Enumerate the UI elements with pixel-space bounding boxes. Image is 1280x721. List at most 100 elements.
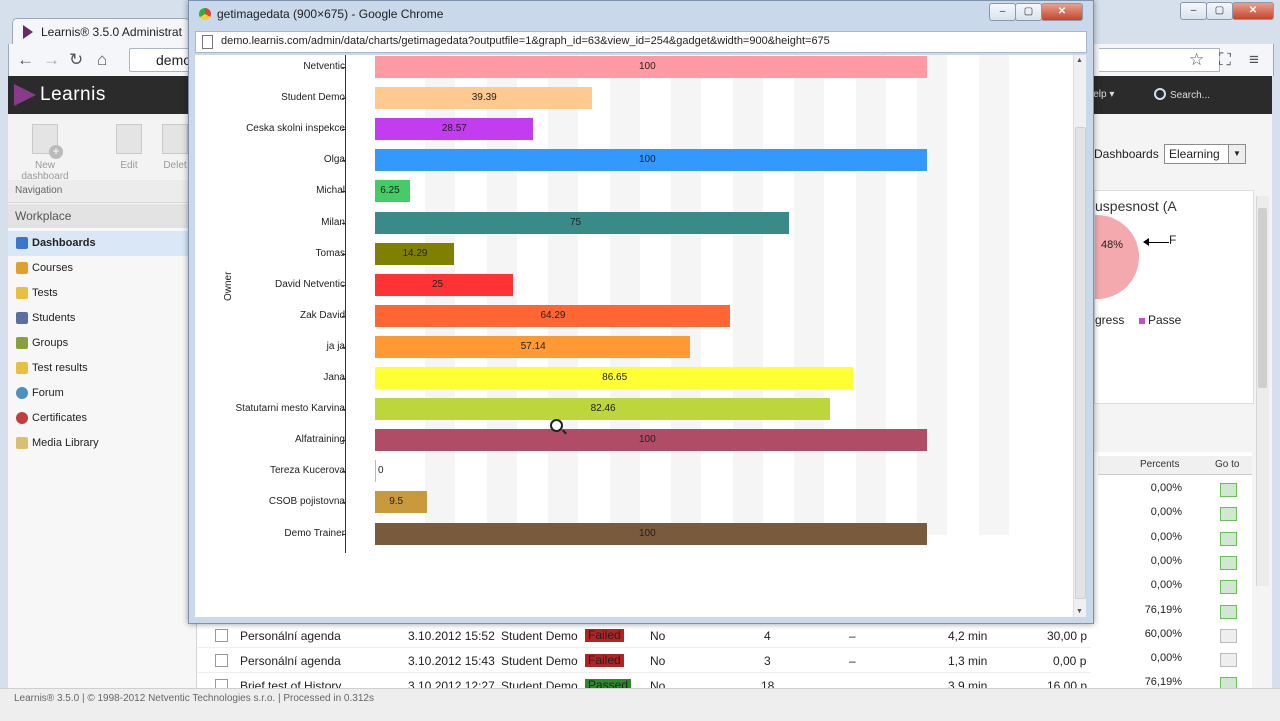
vertical-scrollbar[interactable] <box>1256 196 1269 586</box>
browser-tab[interactable]: Learnis® 3.5.0 Administrat <box>12 18 190 45</box>
maximize-icon[interactable]: ▢ <box>1206 2 1233 20</box>
y-tick <box>342 409 346 411</box>
goto-icon[interactable] <box>1220 483 1237 497</box>
sidebar-item-tests[interactable]: Tests <box>8 281 196 306</box>
bar[interactable] <box>375 180 410 203</box>
goto-icon[interactable] <box>1220 628 1237 643</box>
zoom-cursor-icon <box>550 419 563 432</box>
sidebar-item-groups[interactable]: Groups <box>8 331 196 356</box>
sidebar-item-forum[interactable]: Forum <box>8 381 196 406</box>
bar[interactable] <box>375 398 831 421</box>
table-row[interactable]: Personální agenda 3.10.2012 15:43 Studen… <box>197 647 1091 672</box>
pie-title: uspesnost (A <box>1095 198 1177 214</box>
close-icon[interactable]: ✕ <box>1041 3 1083 21</box>
delete-button[interactable]: Delet <box>140 124 210 171</box>
sidebar-item-students[interactable]: Students <box>8 306 196 331</box>
goto-icon[interactable] <box>1220 580 1237 595</box>
y-tick <box>342 378 346 379</box>
bar[interactable] <box>375 273 513 296</box>
goto-icon[interactable] <box>1220 555 1237 570</box>
bar[interactable] <box>375 56 927 78</box>
bar[interactable] <box>375 149 927 172</box>
percent-cell: 0,00% <box>1150 530 1182 543</box>
table-row[interactable]: Personální agenda 3.10.2012 15:52 Studen… <box>197 622 1091 647</box>
bar[interactable] <box>375 118 533 141</box>
minimize-icon[interactable]: – <box>1180 2 1207 20</box>
popup-address-bar[interactable]: demo.learnis.com/admin/data/charts/getim… <box>195 31 1087 53</box>
percent-cell: 0,00% <box>1150 506 1182 519</box>
y-tick-label: Zak David <box>299 309 345 321</box>
goto-icon[interactable] <box>1220 507 1237 522</box>
menu-icon[interactable]: ≡ <box>1249 50 1259 69</box>
pie-slice <box>1095 215 1139 299</box>
chrome-icon <box>199 8 211 20</box>
sidebar-item-test-results[interactable]: Test results <box>8 356 196 381</box>
y-tick <box>342 533 346 535</box>
goto-icon[interactable] <box>1220 531 1237 546</box>
workplace-group[interactable]: Workplace <box>8 204 196 228</box>
bar[interactable] <box>375 367 854 389</box>
legend-item-progress: gress <box>1095 313 1125 327</box>
goto-header: Go to <box>1215 459 1240 470</box>
sidebar-item-certificates[interactable]: Certificates <box>8 406 196 431</box>
y-tick-label: ja ja <box>326 340 345 352</box>
row-checkbox[interactable] <box>215 654 228 667</box>
tests-icon <box>16 287 28 299</box>
reload-icon[interactable]: ↻ <box>69 50 84 69</box>
bar[interactable] <box>375 87 593 110</box>
app-footer: Learnis® 3.5.0 | © 1998-2012 Netventic T… <box>0 688 1280 721</box>
navigation-header: Navigation <box>8 180 196 203</box>
help-link[interactable]: Help ▾ <box>1086 89 1115 100</box>
bar[interactable] <box>375 522 927 545</box>
maximize-icon[interactable]: ▢ <box>1015 3 1042 21</box>
bar[interactable] <box>375 491 428 514</box>
minimize-icon[interactable]: – <box>989 3 1016 21</box>
home-icon[interactable]: ⌂ <box>97 50 108 69</box>
chart-viewport: Owner Netventic 100 Student Demo 39.39 Ceska… <box>195 55 1073 617</box>
sidebar-item-dashboards[interactable]: Dashboards <box>8 231 196 256</box>
page-icon <box>202 35 213 49</box>
bar[interactable] <box>375 460 376 483</box>
grid-band <box>794 55 824 535</box>
bar[interactable] <box>375 242 454 265</box>
bar[interactable] <box>375 335 691 358</box>
row-checkbox[interactable] <box>215 629 228 642</box>
close-icon[interactable]: ✕ <box>1232 2 1274 20</box>
star-icon[interactable]: ☆ <box>1189 50 1205 69</box>
new-dashboard-button[interactable]: New dashboard <box>10 124 80 182</box>
bar[interactable] <box>375 304 730 327</box>
popup-browser-window: getimagedata (900×675) - Google Chrome –… <box>188 0 1094 624</box>
goto-icon[interactable] <box>1220 604 1237 619</box>
dashboard-select[interactable]: Elearning ▼ <box>1164 144 1246 164</box>
bar[interactable] <box>375 211 789 234</box>
sidebar-item-courses[interactable]: Courses <box>8 256 196 281</box>
y-tick-label: Statutarni mesto Karvina <box>235 403 346 415</box>
scroll-up-icon[interactable]: ▲ <box>1076 57 1083 64</box>
fullscreen-icon[interactable]: ⛶ <box>1219 50 1231 69</box>
y-tick <box>342 471 346 473</box>
pie-label: F <box>1169 233 1177 247</box>
forward-icon[interactable]: → <box>43 50 60 69</box>
y-tick <box>342 346 346 348</box>
scroll-down-icon[interactable]: ▼ <box>1076 608 1083 615</box>
back-icon[interactable]: ← <box>17 50 34 69</box>
app-logo: Learnis <box>40 84 106 105</box>
table-header: Percents Go to <box>1098 456 1252 475</box>
arrow-icon <box>1143 238 1149 246</box>
edit-button[interactable]: Edit <box>94 124 164 171</box>
percent-cell: 0,00% <box>1150 554 1182 567</box>
new-dashboard-icon <box>32 124 63 159</box>
courses-icon <box>16 262 28 274</box>
bar-value-label: 28.57 <box>441 123 467 135</box>
percents-header[interactable]: Percents <box>1140 459 1180 470</box>
scroll-thumb[interactable] <box>1075 127 1086 599</box>
search-link[interactable]: Search... <box>1154 88 1210 101</box>
sidebar-item-media-library[interactable]: Media Library <box>8 431 196 456</box>
address-bar-right[interactable] <box>1099 48 1220 72</box>
bar[interactable] <box>375 429 927 452</box>
popup-title: getimagedata (900×675) - Google Chrome <box>199 7 443 21</box>
popup-scrollbar[interactable]: ▲ ▼ <box>1073 55 1086 617</box>
goto-icon[interactable] <box>1220 653 1237 668</box>
y-tick-label: David Netventic <box>274 278 345 290</box>
bar-value-label: 57.14 <box>520 340 546 352</box>
